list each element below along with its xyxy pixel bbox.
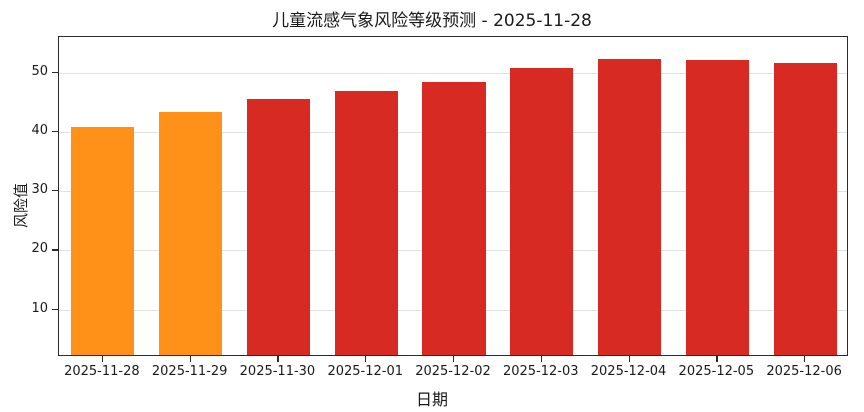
y-tick-mark xyxy=(52,249,58,251)
x-tick-label: 2025-12-03 xyxy=(502,364,579,379)
bar xyxy=(773,63,837,355)
bar xyxy=(685,60,749,355)
y-tick-label: 50 xyxy=(31,63,48,79)
chart-title: 儿童流感气象风险等级预测 - 2025-11-28 xyxy=(272,11,592,31)
x-tick-mark xyxy=(628,356,630,362)
y-tick-mark xyxy=(52,130,58,132)
gridline xyxy=(59,72,847,74)
y-tick-label: 20 xyxy=(31,241,48,257)
y-tick-label: 40 xyxy=(31,122,48,138)
x-tick-label: 2025-11-28 xyxy=(64,364,140,379)
bar xyxy=(422,82,486,355)
x-tick-label: 2025-12-06 xyxy=(766,364,842,379)
x-axis-label: 日期 xyxy=(415,390,448,409)
x-tick-label: 2025-12-04 xyxy=(590,364,667,379)
x-tick-mark xyxy=(189,356,191,362)
x-tick-mark xyxy=(101,356,104,362)
y-tick-mark xyxy=(52,308,58,310)
x-tick-label: 2025-12-02 xyxy=(415,364,491,379)
bar xyxy=(510,67,574,355)
y-tick-mark xyxy=(52,71,58,73)
y-tick-mark xyxy=(52,190,58,192)
x-tick-mark xyxy=(365,356,367,362)
bar xyxy=(71,126,135,355)
bar xyxy=(159,112,223,355)
bar xyxy=(246,99,311,355)
bar xyxy=(334,90,398,355)
x-tick-label: 2025-12-01 xyxy=(327,364,403,379)
x-tick-mark xyxy=(716,356,718,362)
x-tick-mark xyxy=(277,356,279,362)
x-tick-label: 2025-11-29 xyxy=(151,364,228,379)
plot-area xyxy=(58,36,848,356)
x-tick-mark xyxy=(804,356,806,362)
y-tick-label: 10 xyxy=(31,300,48,316)
y-tick-label: 30 xyxy=(31,182,48,198)
x-tick-label: 2025-12-05 xyxy=(678,364,755,379)
x-tick-mark xyxy=(540,356,542,362)
bar xyxy=(597,58,662,355)
x-tick-mark xyxy=(453,356,455,362)
x-tick-label: 2025-11-30 xyxy=(239,364,316,379)
